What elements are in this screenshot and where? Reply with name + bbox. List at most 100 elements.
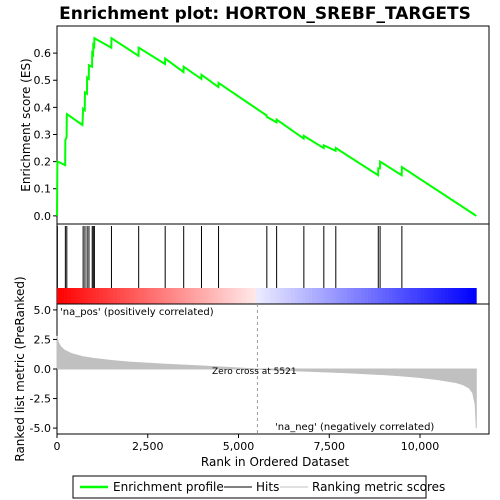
colorbar-segment <box>238 288 243 304</box>
legend-metric-label: Ranking metric scores <box>312 480 445 494</box>
colorbar-segment <box>154 288 159 304</box>
es-axis-ticks: 0.0 0.1 0.2 0.3 0.4 0.5 0.6 <box>34 47 57 223</box>
colorbar-segment <box>465 288 470 304</box>
x-axis-label: Rank in Ordered Dataset <box>201 455 349 469</box>
colorbar-segment <box>193 288 198 304</box>
colorbar-segment <box>308 288 313 304</box>
colorbar-segment <box>462 288 467 304</box>
metric-tick-label: -2.5 <box>30 393 51 406</box>
colorbar-segment <box>326 288 330 304</box>
colorbar-segment <box>182 288 187 304</box>
es-tick-label: 0.4 <box>34 101 52 114</box>
colorbar-segment <box>168 288 173 304</box>
legend-hits-label: Hits <box>256 480 279 494</box>
colorbar-segment <box>224 288 229 304</box>
chart-title: Enrichment plot: HORTON_SREBF_TARGETS <box>59 4 471 24</box>
colorbar-segment <box>312 288 316 304</box>
colorbar-segment <box>88 288 93 304</box>
colorbar-segment <box>189 288 194 304</box>
colorbar-segment <box>133 288 138 304</box>
colorbar-segment <box>84 288 89 304</box>
colorbar-segment <box>448 288 453 304</box>
colorbar-segment <box>126 288 131 304</box>
colorbar-segment <box>221 288 226 304</box>
colorbar-segment <box>371 288 376 304</box>
colorbar-segment <box>137 288 142 304</box>
colorbar-segment <box>165 288 170 304</box>
colorbar-segment <box>329 288 334 304</box>
colorbar-segment <box>161 288 166 304</box>
colorbar-segment <box>350 288 355 304</box>
colorbar-segment <box>210 288 215 304</box>
colorbar-segment <box>130 288 135 304</box>
legend-es-label: Enrichment profile <box>113 480 224 494</box>
colorbar-segment <box>406 288 411 304</box>
colorbar-segment <box>416 288 421 304</box>
x-axis-ticks: 0 2,500 5,000 7,500 10,000 <box>54 434 440 453</box>
colorbar-segment <box>305 288 309 304</box>
es-axis-label: Enrichment score (ES) <box>19 58 33 191</box>
colorbar-segment <box>67 288 72 304</box>
colorbar-segment <box>469 288 474 304</box>
es-tick-label: 0.3 <box>34 128 52 141</box>
colorbar-segment <box>116 288 121 304</box>
colorbar-segment <box>228 288 233 304</box>
colorbar-segment <box>91 288 96 304</box>
colorbar-segment <box>151 288 156 304</box>
pos-label: 'na_pos' (positively correlated) <box>60 307 214 318</box>
colorbar-segment <box>200 288 205 304</box>
colorbar-segment <box>270 288 275 304</box>
colorbar-segment <box>231 288 236 304</box>
colorbar-segment <box>273 288 278 304</box>
colorbar-segment <box>207 288 212 304</box>
colorbar-segment <box>357 288 362 304</box>
colorbar-segment <box>354 288 358 304</box>
metric-tick-label: 5.0 <box>34 304 52 317</box>
colorbar-segment <box>347 288 351 304</box>
colorbar-segment <box>301 288 306 304</box>
metric-tick-label: -5.0 <box>30 422 51 435</box>
colorbar-segment <box>291 288 295 304</box>
colorbar-segment <box>147 288 152 304</box>
colorbar-segment <box>249 288 254 304</box>
x-tick-label: 5,000 <box>223 440 255 453</box>
colorbar-segment <box>364 288 369 304</box>
colorbar-segment <box>434 288 439 304</box>
colorbar-segment <box>378 288 383 304</box>
legend: Enrichment profile Hits Ranking metric s… <box>72 475 445 499</box>
colorbar-segment <box>123 288 128 304</box>
colorbar-segment <box>140 288 145 304</box>
colorbar-segment <box>319 288 323 304</box>
colorbar-segment <box>360 288 365 304</box>
colorbar-segment <box>413 288 418 304</box>
colorbar-segment <box>430 288 435 304</box>
zero-cross-label: Zero cross at 5521 <box>212 367 297 377</box>
colorbar-segment <box>336 288 341 304</box>
colorbar-segment <box>284 288 289 304</box>
colorbar-segment <box>95 288 100 304</box>
colorbar-segment <box>186 288 191 304</box>
colorbar-segment <box>294 288 299 304</box>
metric-axis-label: Ranked list metric (PreRanked) <box>13 276 27 461</box>
metric-tick-label: 0.0 <box>34 363 52 376</box>
colorbar-segment <box>458 288 463 304</box>
colorbar-segment <box>235 288 240 304</box>
colorbar-segment <box>256 288 261 304</box>
x-tick-label: 2,500 <box>132 440 164 453</box>
colorbar-segment <box>172 288 177 304</box>
colorbar-segment <box>455 288 460 304</box>
colorbar-segment <box>427 288 432 304</box>
neg-label: 'na_neg' (negatively correlated) <box>275 422 434 433</box>
es-panel-frame <box>56 25 490 225</box>
colorbar-segment <box>392 288 397 304</box>
x-tick-label: 10,000 <box>401 440 440 453</box>
colorbar-segment <box>367 288 372 304</box>
colorbar-segment <box>196 288 201 304</box>
colorbar-segment <box>441 288 446 304</box>
colorbar-segment <box>245 288 250 304</box>
colorbar-segment <box>112 288 117 304</box>
colorbar-segment <box>74 288 79 304</box>
metric-axis-ticks: 5.0 2.5 0.0 -2.5 -5.0 <box>30 304 57 435</box>
es-tick-label: 0.5 <box>34 74 52 87</box>
colorbar-segment <box>179 288 184 304</box>
